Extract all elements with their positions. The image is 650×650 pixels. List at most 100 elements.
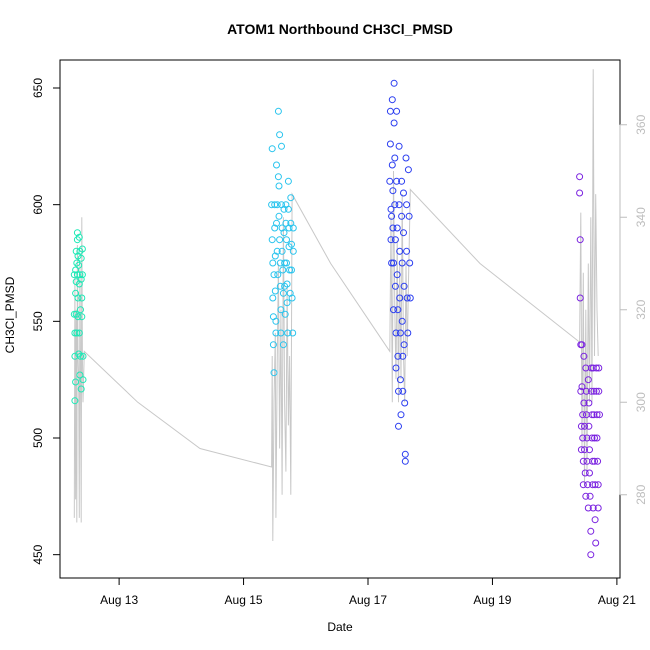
data-point	[79, 376, 87, 384]
data-point	[75, 261, 83, 269]
data-point	[576, 294, 584, 302]
y2-tick-label: 300	[634, 392, 648, 412]
data-point	[74, 313, 82, 321]
data-point	[576, 236, 584, 244]
data-point	[579, 457, 587, 465]
data-point	[591, 457, 598, 465]
data-point	[286, 289, 294, 297]
data-point	[71, 329, 79, 337]
data-point	[579, 411, 587, 419]
data-point	[276, 131, 284, 139]
data-point	[77, 385, 85, 393]
data-point	[392, 364, 400, 372]
data-point	[594, 481, 602, 489]
data-point	[389, 224, 397, 232]
data-point	[73, 229, 81, 237]
data-point	[78, 271, 86, 279]
data-point	[592, 387, 600, 395]
data-point	[593, 434, 601, 442]
data-point	[75, 233, 83, 241]
data-point	[589, 457, 597, 465]
data-point	[405, 212, 413, 220]
y2-tick-label: 340	[634, 207, 648, 227]
data-point	[583, 434, 591, 442]
data-point	[271, 201, 279, 209]
data-point	[396, 294, 404, 302]
y-axis: 450 500 550 600 650	[31, 78, 61, 565]
data-point	[270, 271, 278, 279]
data-point	[282, 219, 290, 227]
x-tick-label: Aug 15	[225, 593, 263, 607]
data-point	[71, 397, 79, 405]
data-point	[274, 173, 282, 181]
data-point	[386, 107, 394, 115]
data-point	[388, 212, 396, 220]
data-point	[406, 294, 414, 302]
data-point	[594, 504, 602, 512]
data-point	[78, 313, 86, 321]
data-point	[276, 282, 284, 290]
data-point	[280, 205, 288, 213]
data-point	[275, 182, 283, 190]
y2-tick-label: 360	[634, 114, 648, 134]
data-point	[269, 341, 277, 349]
y-tick-label: 500	[31, 428, 45, 448]
data-point	[73, 271, 81, 279]
data-point	[591, 434, 598, 442]
data-point	[289, 224, 297, 232]
data-point	[400, 229, 407, 237]
data-point	[270, 369, 278, 377]
data-point	[77, 275, 85, 283]
x-tick-label: Aug 13	[100, 593, 138, 607]
data-point	[577, 446, 585, 454]
data-point	[279, 341, 287, 349]
data-point	[273, 247, 281, 255]
data-point	[277, 306, 285, 314]
data-point	[74, 294, 82, 302]
secondary-series-line	[73, 69, 599, 542]
data-point	[404, 329, 412, 337]
data-point	[390, 259, 397, 267]
data-point	[395, 142, 403, 150]
data-point	[283, 236, 290, 244]
data-point	[283, 280, 291, 288]
y-tick-label: 650	[31, 78, 45, 98]
data-point	[393, 177, 401, 185]
data-point	[283, 299, 291, 307]
data-point	[389, 187, 397, 195]
data-point	[386, 140, 394, 148]
data-point	[403, 247, 411, 255]
data-point	[396, 247, 404, 255]
data-point	[402, 154, 410, 162]
data-point	[581, 469, 589, 477]
data-point	[584, 504, 592, 512]
series-3	[386, 79, 414, 465]
series-4	[576, 173, 603, 559]
data-point	[72, 247, 80, 255]
data-point	[582, 387, 590, 395]
data-point	[75, 280, 83, 288]
x-axis-label: Date	[327, 620, 353, 634]
data-point	[78, 294, 86, 302]
data-point	[391, 201, 399, 209]
data-point	[284, 329, 292, 337]
data-point	[399, 352, 407, 360]
y-tick-label: 550	[31, 311, 45, 331]
data-point	[578, 341, 586, 349]
data-point	[396, 376, 404, 384]
data-point	[595, 387, 603, 395]
data-point	[288, 266, 295, 274]
data-point	[70, 310, 78, 318]
data-point	[394, 306, 402, 314]
data-point	[579, 434, 587, 442]
x-tick-label: Aug 19	[473, 593, 511, 607]
data-point	[278, 142, 285, 150]
data-point	[588, 411, 596, 419]
data-point	[289, 247, 297, 255]
data-point	[286, 266, 294, 274]
data-point	[576, 173, 584, 181]
x-tick-label: Aug 17	[349, 593, 387, 607]
data-point	[76, 271, 84, 279]
data-point	[279, 266, 287, 274]
data-point	[268, 236, 276, 244]
